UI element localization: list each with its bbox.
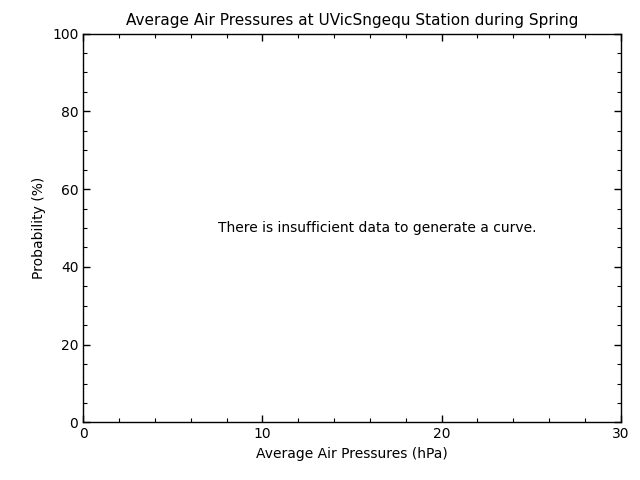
Title: Average Air Pressures at UVicSngequ Station during Spring: Average Air Pressures at UVicSngequ Stat… (126, 13, 578, 28)
Y-axis label: Probability (%): Probability (%) (33, 177, 47, 279)
Text: There is insufficient data to generate a curve.: There is insufficient data to generate a… (218, 221, 536, 235)
X-axis label: Average Air Pressures (hPa): Average Air Pressures (hPa) (256, 447, 448, 461)
